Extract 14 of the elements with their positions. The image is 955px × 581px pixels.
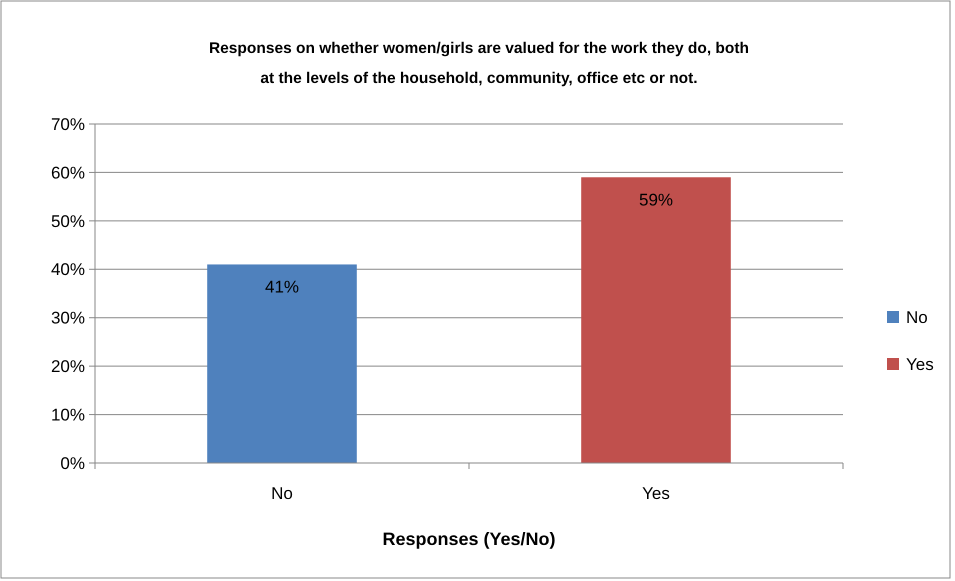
y-tick-label: 10% xyxy=(50,406,85,425)
x-axis-title: Responses (Yes/No) xyxy=(382,529,556,549)
y-tick-label: 0% xyxy=(60,454,85,473)
data-label: 41% xyxy=(264,277,300,296)
y-tick-label: 60% xyxy=(50,163,85,182)
y-tick-label: 70% xyxy=(50,114,85,134)
data-label: 59% xyxy=(638,190,674,210)
legend-label: Yes xyxy=(906,354,934,374)
y-tick-label: 20% xyxy=(50,357,85,376)
y-tick-label: 30% xyxy=(50,308,85,328)
legend-label: No xyxy=(906,308,928,327)
chart-title: Responses on whether women/girls are valued for the work they do, both at the levels of the household, community, office etc or not. xyxy=(208,40,750,87)
y-tick-label: 40% xyxy=(50,260,85,280)
y-tick-label: 50% xyxy=(50,212,85,231)
